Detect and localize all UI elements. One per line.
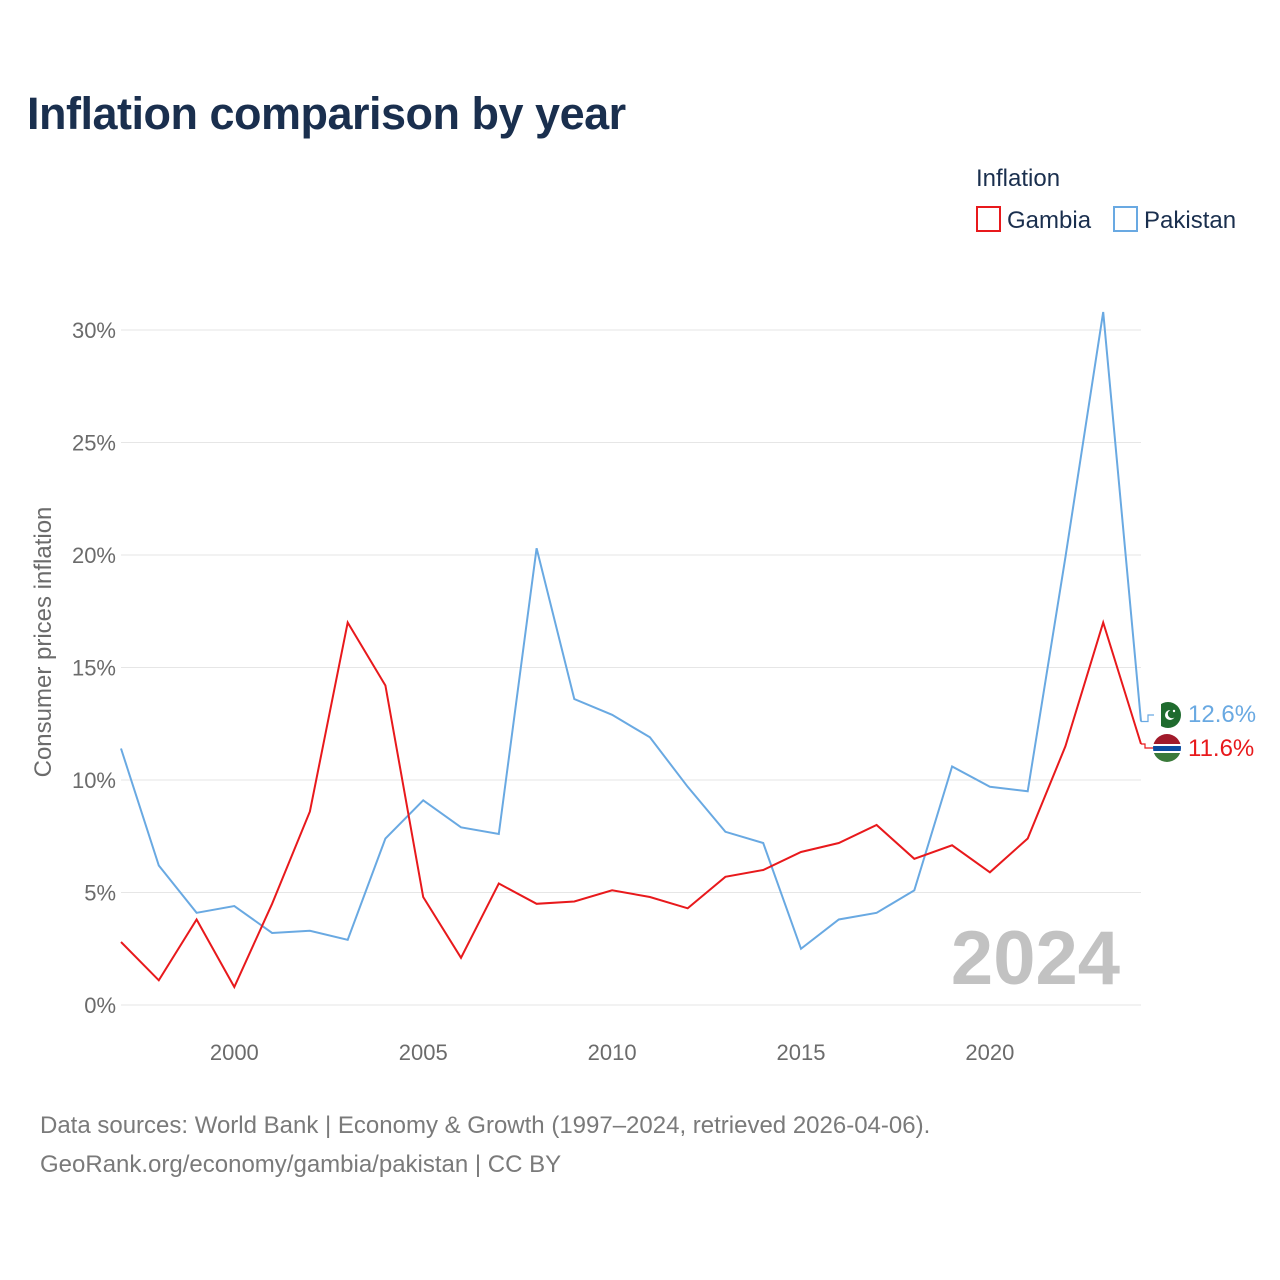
pakistan-end-connector <box>1141 714 1154 723</box>
footer-sources: Data sources: World Bank | Economy & Gro… <box>40 1112 931 1139</box>
legend-swatch-gambia <box>976 206 1001 232</box>
x-axis: 2000 2005 2010 2015 2020 <box>210 1040 1015 1065</box>
series <box>120 311 1142 990</box>
legend-title: Inflation <box>976 165 1060 192</box>
series-line-gambia[interactable] <box>120 619 1142 990</box>
legend-label-pakistan: Pakistan <box>1144 207 1236 234</box>
legend-label-gambia: Gambia <box>1007 207 1092 234</box>
y-tick-label: 25% <box>72 431 116 456</box>
y-axis: 0% 5% 10% 15% 20% 25% 30% <box>72 318 116 1018</box>
y-tick-label: 5% <box>84 881 116 906</box>
y-tick-label: 30% <box>72 318 116 343</box>
grid <box>121 329 1141 1006</box>
y-tick-label: 20% <box>72 543 116 568</box>
y-tick-label: 0% <box>84 993 116 1018</box>
end-marker-pakistan: 12.6% <box>1141 701 1256 728</box>
gambia-flag-icon <box>1153 734 1181 762</box>
legend-item-pakistan[interactable]: Pakistan <box>1113 206 1236 234</box>
gambia-end-connector <box>1141 743 1153 749</box>
series-line-pakistan[interactable] <box>120 311 1142 951</box>
chart-title: Inflation comparison by year <box>27 88 626 139</box>
end-marker-gambia: 11.6% <box>1141 734 1254 762</box>
pakistan-flag-icon <box>1155 702 1181 728</box>
legend-swatch-pakistan <box>1113 206 1138 232</box>
x-tick-label: 2010 <box>588 1040 637 1065</box>
x-tick-label: 2020 <box>965 1040 1014 1065</box>
x-tick-label: 2015 <box>777 1040 826 1065</box>
y-axis-title: Consumer prices inflation <box>30 507 57 778</box>
footer: Data sources: World Bank | Economy & Gro… <box>40 1106 930 1184</box>
x-tick-label: 2005 <box>399 1040 448 1065</box>
x-tick-label: 2000 <box>210 1040 259 1065</box>
pakistan-end-value: 12.6% <box>1188 701 1256 728</box>
footer-link[interactable]: GeoRank.org/economy/gambia/pakistan | CC… <box>40 1151 562 1178</box>
y-tick-label: 10% <box>72 768 116 793</box>
gambia-end-value: 11.6% <box>1188 735 1254 762</box>
legend: Inflation Gambia Pakistan <box>976 165 1236 234</box>
legend-item-gambia[interactable]: Gambia <box>976 206 1092 234</box>
y-tick-label: 15% <box>72 656 116 681</box>
current-year-watermark: 2024 <box>951 916 1120 1001</box>
